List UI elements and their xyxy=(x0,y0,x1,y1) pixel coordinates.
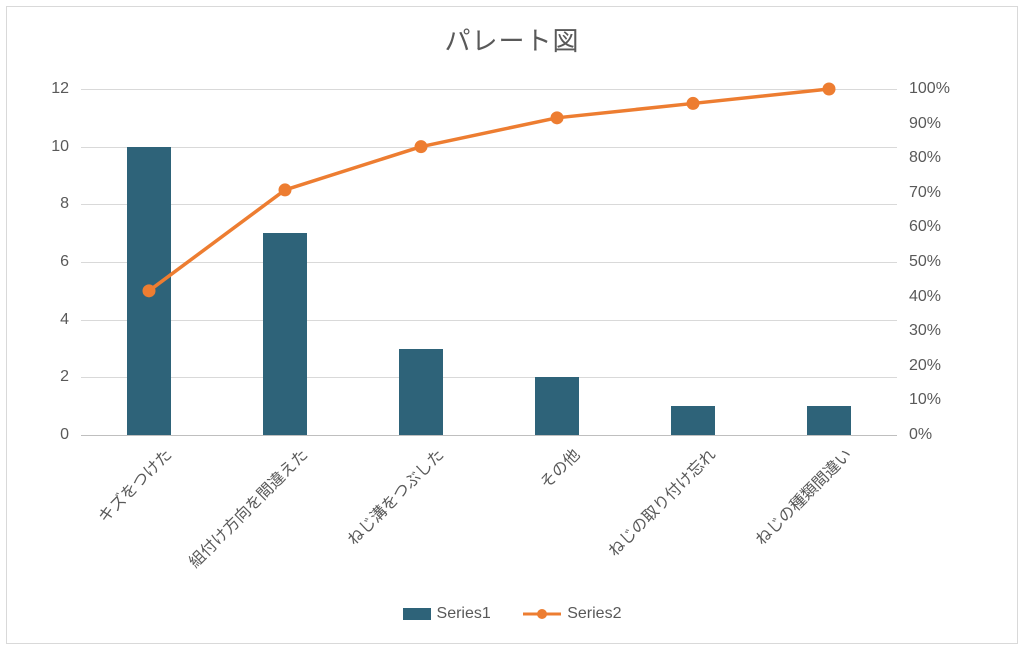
legend-item-series1: Series1 xyxy=(403,605,491,623)
y2-tick-label: 20% xyxy=(909,357,941,375)
y2-tick-label: 40% xyxy=(909,288,941,306)
line-marker xyxy=(143,284,156,297)
y2-tick-label: 100% xyxy=(909,80,950,98)
y2-tick-label: 0% xyxy=(909,426,932,444)
y1-tick-label: 10 xyxy=(51,138,69,156)
legend-swatch-bar xyxy=(403,608,431,620)
x-category-label: その他 xyxy=(528,435,586,493)
y1-tick-label: 8 xyxy=(60,195,69,213)
y2-tick-label: 50% xyxy=(909,253,941,271)
x-category-label: ねじ溝をつぶした xyxy=(335,435,450,550)
y1-tick-label: 6 xyxy=(60,253,69,271)
x-category-label: キズをつけた xyxy=(86,435,178,527)
y2-tick-label: 90% xyxy=(909,115,941,133)
line-marker xyxy=(823,83,836,96)
legend-label-series2: Series2 xyxy=(567,605,621,623)
line-marker xyxy=(415,140,428,153)
legend-swatch-line xyxy=(523,608,561,620)
x-category-label: ねじの種類間違い xyxy=(743,435,858,550)
y2-tick-label: 80% xyxy=(909,149,941,167)
y2-tick-label: 60% xyxy=(909,218,941,236)
chart-title: パレート図 xyxy=(7,21,1017,58)
chart-frame: パレート図 0246810120%10%20%30%40%50%60%70%80… xyxy=(6,6,1018,644)
x-category-label: ねじの取り付け忘れ xyxy=(596,435,722,561)
line-marker xyxy=(687,97,700,110)
legend-label-series1: Series1 xyxy=(437,605,491,623)
line-series xyxy=(81,89,897,435)
y1-tick-label: 0 xyxy=(60,426,69,444)
x-category-label: 組付け方向を間違えた xyxy=(176,435,313,572)
y2-tick-label: 70% xyxy=(909,184,941,202)
legend-item-series2: Series2 xyxy=(523,605,621,623)
y1-tick-label: 12 xyxy=(51,80,69,98)
y2-tick-label: 10% xyxy=(909,391,941,409)
line-marker xyxy=(551,111,564,124)
legend: Series1 Series2 xyxy=(7,605,1017,625)
gridline xyxy=(81,435,897,436)
line-marker xyxy=(279,183,292,196)
plot-area: 0246810120%10%20%30%40%50%60%70%80%90%10… xyxy=(81,89,897,435)
y1-tick-label: 2 xyxy=(60,368,69,386)
y2-tick-label: 30% xyxy=(909,322,941,340)
y1-tick-label: 4 xyxy=(60,311,69,329)
